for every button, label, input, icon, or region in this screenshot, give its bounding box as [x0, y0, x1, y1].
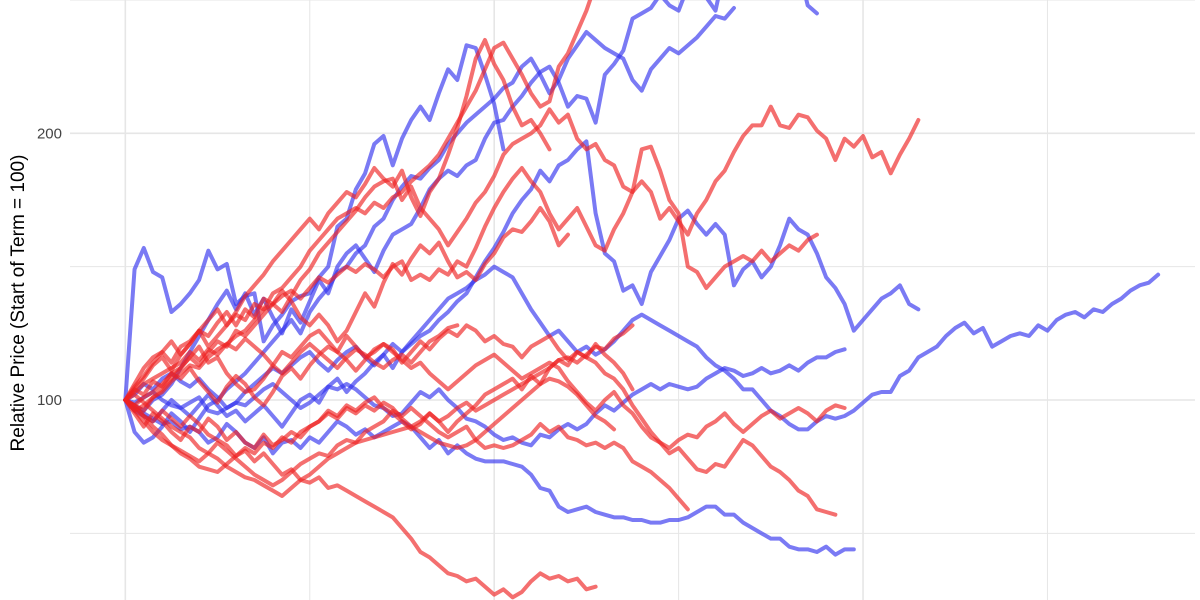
y-tick-label: 200: [37, 125, 62, 142]
series-line-red-7: [123, 0, 593, 402]
series-line-red-12: [123, 323, 838, 517]
series-line-blue-6: [123, 264, 1161, 432]
series-line-red-10: [123, 206, 570, 402]
series-line-red-9: [123, 104, 921, 408]
series-line-blue-4: [123, 398, 856, 557]
series-line-red-11: [123, 144, 819, 413]
y-axis-label: Relative Price (Start of Term = 100): [8, 155, 29, 452]
y-axis-ticks: 100 200: [37, 125, 62, 409]
series-lines: [123, 0, 1161, 600]
series-line-red-19: [123, 323, 635, 474]
series-line-red-18: [123, 376, 617, 498]
series-line-blue-5: [123, 347, 847, 448]
y-tick-label: 100: [37, 392, 62, 409]
series-line-red-15: [123, 398, 598, 600]
series-line-blue-3: [123, 139, 921, 429]
series-line-blue-1: [123, 0, 819, 413]
series-line-red-17: [123, 323, 460, 402]
series-line-blue-2: [123, 6, 736, 445]
series-line-red-16: [123, 392, 690, 512]
series-line-red-13: [123, 342, 847, 450]
